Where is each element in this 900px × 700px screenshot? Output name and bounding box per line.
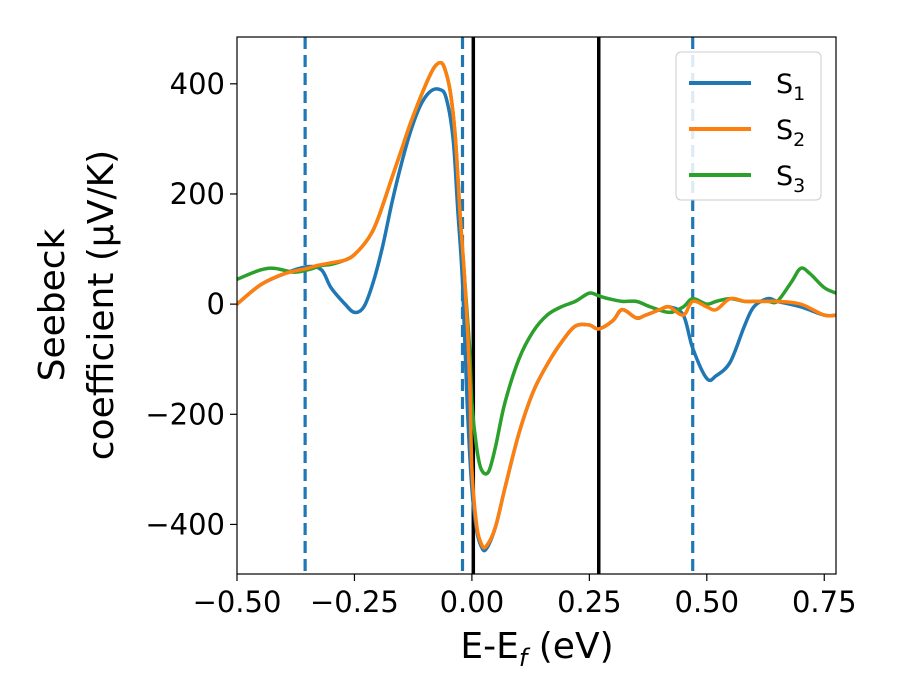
plot-frame [236, 36, 837, 575]
x-axis-ticks: −0.50 −0.25 0.00 0.25 0.50 0.75 [193, 574, 857, 619]
y-tick-label: −400 [145, 507, 225, 541]
y-tick-label: 0 [207, 287, 225, 321]
legend-label-s1: S1 [776, 69, 805, 105]
x-tick-label: −0.25 [310, 585, 399, 619]
y-axis-label-line2: coefficient (μV/K) [81, 150, 122, 460]
x-tick-label: 0.25 [557, 585, 622, 619]
x-tick-label: 0.75 [792, 585, 857, 619]
legend-label-s3: S3 [776, 161, 805, 197]
series-lines [237, 60, 836, 553]
x-tick-label: 0.00 [440, 585, 505, 619]
series-line-s2 [237, 60, 836, 550]
y-tick-label: −200 [145, 397, 225, 431]
x-tick-label: 0.50 [675, 585, 740, 619]
x-axis-label: E-Ef (eV) [460, 626, 613, 672]
y-tick-label: 200 [170, 177, 225, 211]
legend-box [675, 51, 822, 201]
legend-label-s2: S2 [776, 115, 805, 151]
y-tick-label: 400 [170, 67, 225, 101]
x-tick-label: −0.50 [193, 585, 282, 619]
legend-items: S1 S2 S3 [689, 69, 805, 197]
y-axis-ticks: −400 −200 0 200 400 [145, 67, 237, 541]
legend: S1 S2 S3 [675, 51, 822, 201]
y-axis-label-line1: Seebeck [32, 228, 73, 381]
